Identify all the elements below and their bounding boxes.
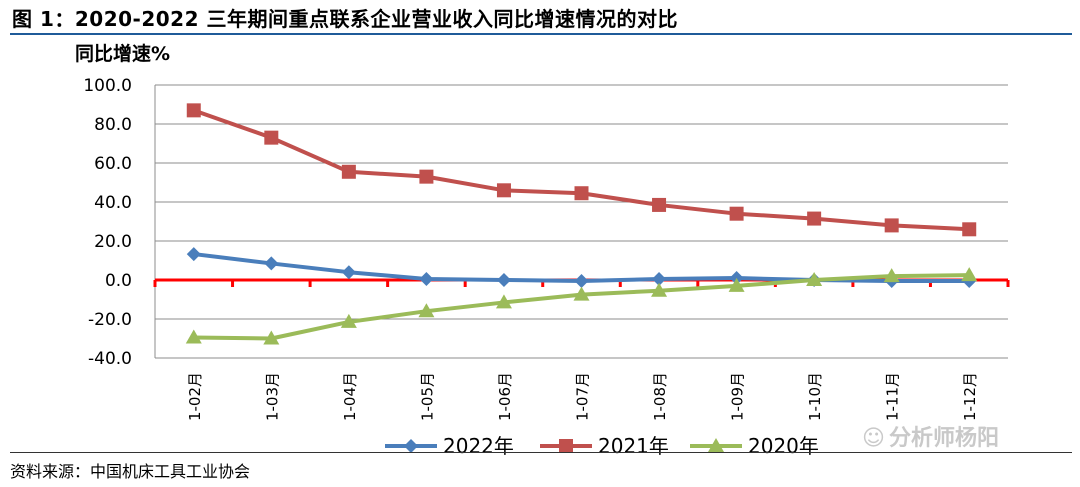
legend-marker [404, 439, 418, 453]
data-point [418, 303, 435, 318]
x-tick-label: 1-12月 [961, 372, 979, 421]
y-axis-label: 同比增速% [75, 42, 170, 65]
data-point [264, 256, 279, 271]
data-point [263, 330, 280, 345]
data-point [961, 267, 978, 282]
data-point [574, 273, 589, 288]
y-tick-label: 40.0 [94, 193, 132, 213]
x-tick-label: 1-09月 [729, 372, 747, 421]
data-point [651, 282, 668, 297]
legend-marker [708, 438, 724, 452]
data-point [185, 329, 202, 344]
data-point [264, 130, 279, 145]
data-point [573, 286, 590, 301]
watermark-text: 分析师杨阳 [888, 426, 999, 451]
source-rule [10, 452, 1072, 453]
data-point [574, 186, 589, 201]
watermark: ☺ 分析师杨阳 [862, 420, 999, 452]
y-tick-label: -40.0 [88, 349, 132, 369]
data-point [729, 206, 744, 221]
x-tick-label: 1-08月 [651, 372, 669, 421]
data-point [419, 169, 434, 184]
x-tick-label: 1-06月 [496, 372, 514, 421]
x-tick-label: 1-11月 [884, 372, 902, 421]
y-tick-label: 0.0 [105, 271, 132, 291]
data-point [419, 272, 434, 287]
x-tick-label: 1-03月 [263, 372, 281, 421]
data-point [728, 277, 745, 292]
data-point [340, 313, 357, 328]
figure-title: 图 1：2020-2022 三年期间重点联系企业营业收入同比增速情况的对比 [12, 7, 678, 31]
data-point [884, 218, 899, 233]
data-point [806, 272, 823, 286]
data-point [341, 164, 356, 179]
legend-label: 2021年 [598, 434, 669, 458]
data-point [962, 222, 977, 237]
data-point [496, 273, 511, 287]
x-tick-label: 1-07月 [574, 372, 592, 421]
data-point [652, 197, 667, 212]
data-point [652, 272, 667, 287]
source-note: 资料来源：中国机床工具工业协会 [10, 462, 251, 481]
data-point [883, 268, 900, 283]
x-tick-label: 1-10月 [806, 372, 824, 421]
data-point [807, 211, 822, 226]
legend-marker [559, 439, 573, 453]
y-tick-label: 80.0 [94, 115, 132, 135]
data-point [495, 294, 512, 309]
data-point [186, 247, 201, 262]
legend-label: 2020年 [748, 434, 819, 458]
y-tick-label: -20.0 [88, 310, 132, 330]
legend-label: 2022年 [443, 434, 514, 458]
data-point [186, 103, 201, 118]
x-tick-label: 1-02月 [186, 372, 204, 421]
series-line-2021年 [193, 108, 970, 232]
y-tick-label: 100.0 [83, 76, 132, 96]
title-rule [10, 33, 1072, 35]
data-point [496, 183, 511, 198]
y-tick-label: 60.0 [94, 154, 132, 174]
wechat-icon: ☺ [862, 426, 885, 451]
x-tick-label: 1-04月 [341, 372, 359, 421]
data-point [341, 265, 356, 280]
y-tick-label: 20.0 [94, 232, 132, 252]
x-tick-label: 1-05月 [418, 372, 436, 421]
